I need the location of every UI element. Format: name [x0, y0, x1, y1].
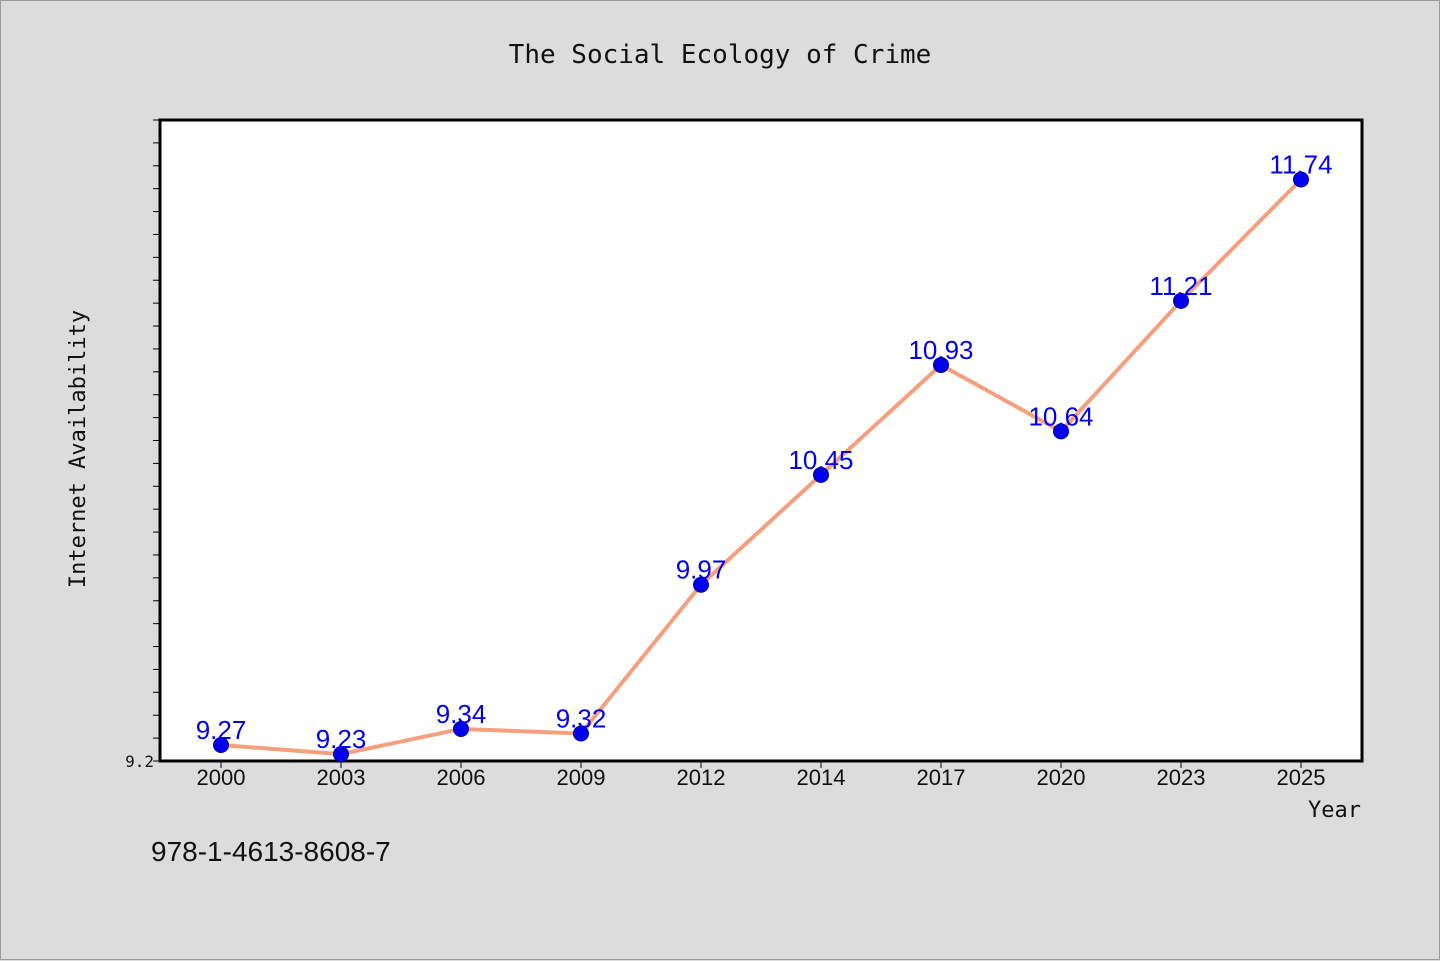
- x-axis-title: Year: [1308, 798, 1361, 823]
- data-label: 10.64: [1028, 401, 1093, 431]
- data-point: [933, 356, 949, 373]
- data-label: 9.23: [316, 724, 367, 754]
- x-tick-label: 2003: [317, 765, 366, 790]
- x-tick-label: 2014: [797, 765, 846, 790]
- data-point: [453, 720, 469, 737]
- isbn-text: 978-1-4613-8608-7: [151, 836, 391, 867]
- data-point: [333, 746, 349, 763]
- x-tick-label: 2006: [437, 765, 486, 790]
- data-label: 9.32: [556, 704, 607, 734]
- x-axis-ticks: 2000 2003 2006 2009 2012 2014 2017 2020 2023 2025: [197, 761, 1326, 790]
- data-label: 9.97: [676, 555, 727, 585]
- x-tick-label: 2025: [1277, 765, 1326, 790]
- y-axis-title: Internet Availability: [66, 310, 91, 588]
- x-tick-label: 2023: [1157, 765, 1206, 790]
- x-tick-label: 2009: [557, 765, 606, 790]
- data-label: 9.34: [436, 699, 487, 729]
- data-point: [573, 725, 589, 742]
- data-label: 9.27: [196, 715, 247, 745]
- plot-area: [158, 118, 1364, 763]
- y-axis-ticks: [153, 119, 160, 762]
- data-point: [1053, 423, 1069, 440]
- data-point: [813, 466, 829, 483]
- x-tick-label: 2012: [677, 765, 726, 790]
- x-tick-label: 2020: [1037, 765, 1086, 790]
- data-point: [1173, 292, 1189, 309]
- data-label: 11.74: [1269, 150, 1332, 180]
- data-label: 10.93: [908, 335, 973, 365]
- y-tick-label: 9.2: [125, 752, 154, 771]
- series-layer: 9.27 9.23 9.34 9.32 9.97 10.45 10.93 10.64 11.21…: [196, 150, 1333, 763]
- x-tick-label: 2000: [197, 765, 246, 790]
- data-label: 10.45: [788, 445, 853, 475]
- data-point: [1293, 171, 1309, 188]
- chart-title: The Social Ecology of Crime: [509, 40, 932, 70]
- x-tick-label: 2017: [917, 765, 966, 790]
- data-point: [213, 736, 229, 753]
- series-line: [219, 177, 1303, 757]
- data-point: [693, 576, 709, 593]
- data-label: 11.21: [1149, 271, 1212, 301]
